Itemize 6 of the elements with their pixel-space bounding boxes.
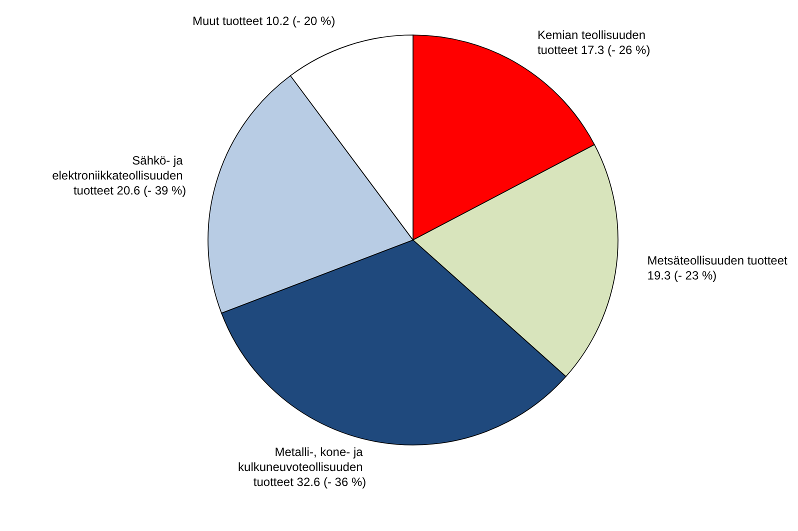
slice-label: Metalli-, kone- ja kulkuneuvoteollisuuden tuotteet 32.6 (- 36 %) — [238, 445, 366, 490]
slice-label: Metsäteollisuuden tuotteet — [647, 254, 791, 268]
slice-label: Sähkö- ja elektroniikkateollisuuden tuotteet 20.6 (- 39 %) — [52, 154, 186, 198]
data-label: 19.3 (- 23 %) — [647, 268, 717, 283]
slice-label: Kemian teollisuuden tuotteet 17.3 (- 26 %) — [537, 28, 650, 57]
slice-label: Muut tuotteet 10.2 (- 20 %) — [192, 14, 336, 28]
